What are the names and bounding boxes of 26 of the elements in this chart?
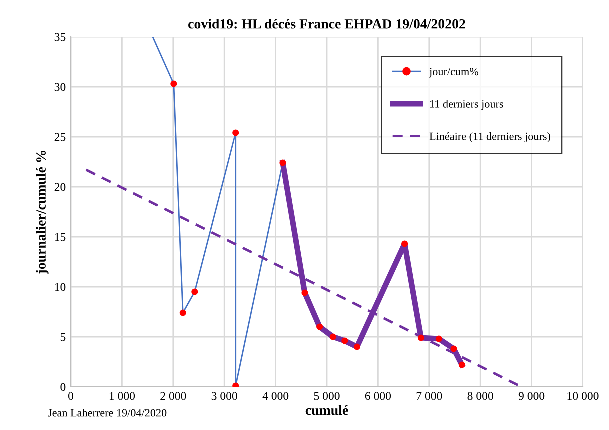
y-tick-label: 30	[54, 83, 66, 92]
x-tick-label: 3 000	[212, 392, 238, 400]
x-tick-label: 4 000	[262, 392, 289, 400]
y-tick-label: 35	[54, 33, 66, 42]
legend-label: Linéaire (11 derniers jours)	[430, 132, 550, 143]
x-tick-label: 1 000	[110, 392, 136, 400]
x-tick-label: 6 000	[365, 392, 392, 400]
y-tick-label: 5	[60, 333, 66, 342]
y-tick-label: 20	[54, 183, 66, 192]
y-tick-label: 25	[54, 133, 66, 142]
text: Jean Laherrere 19/04/2020	[48, 408, 167, 417]
legend-label: 11 derniers jours	[430, 100, 504, 110]
x-tick-label: 9 000	[518, 392, 545, 400]
legend-label: jour/cum%	[429, 68, 479, 78]
y-axis-title: journalier/cumulé %	[36, 151, 49, 274]
x-tick-label: 7 000	[416, 392, 442, 400]
chart-title: covid19: HL décés France EHPAD 19/04/20202	[188, 19, 466, 29]
x-tick-label: 10 000	[568, 392, 599, 400]
y-tick-label: 10	[55, 283, 66, 292]
x-tick-label: 8 000	[468, 392, 494, 400]
x-tick-label: 5 000	[314, 392, 340, 400]
x-tick-label: 2 000	[160, 392, 186, 400]
x-tick-label: 0	[68, 392, 74, 400]
x-axis-title: cumulé	[306, 405, 348, 416]
y-tick-label: 0	[60, 383, 66, 392]
y-tick-label: 15	[55, 233, 66, 242]
